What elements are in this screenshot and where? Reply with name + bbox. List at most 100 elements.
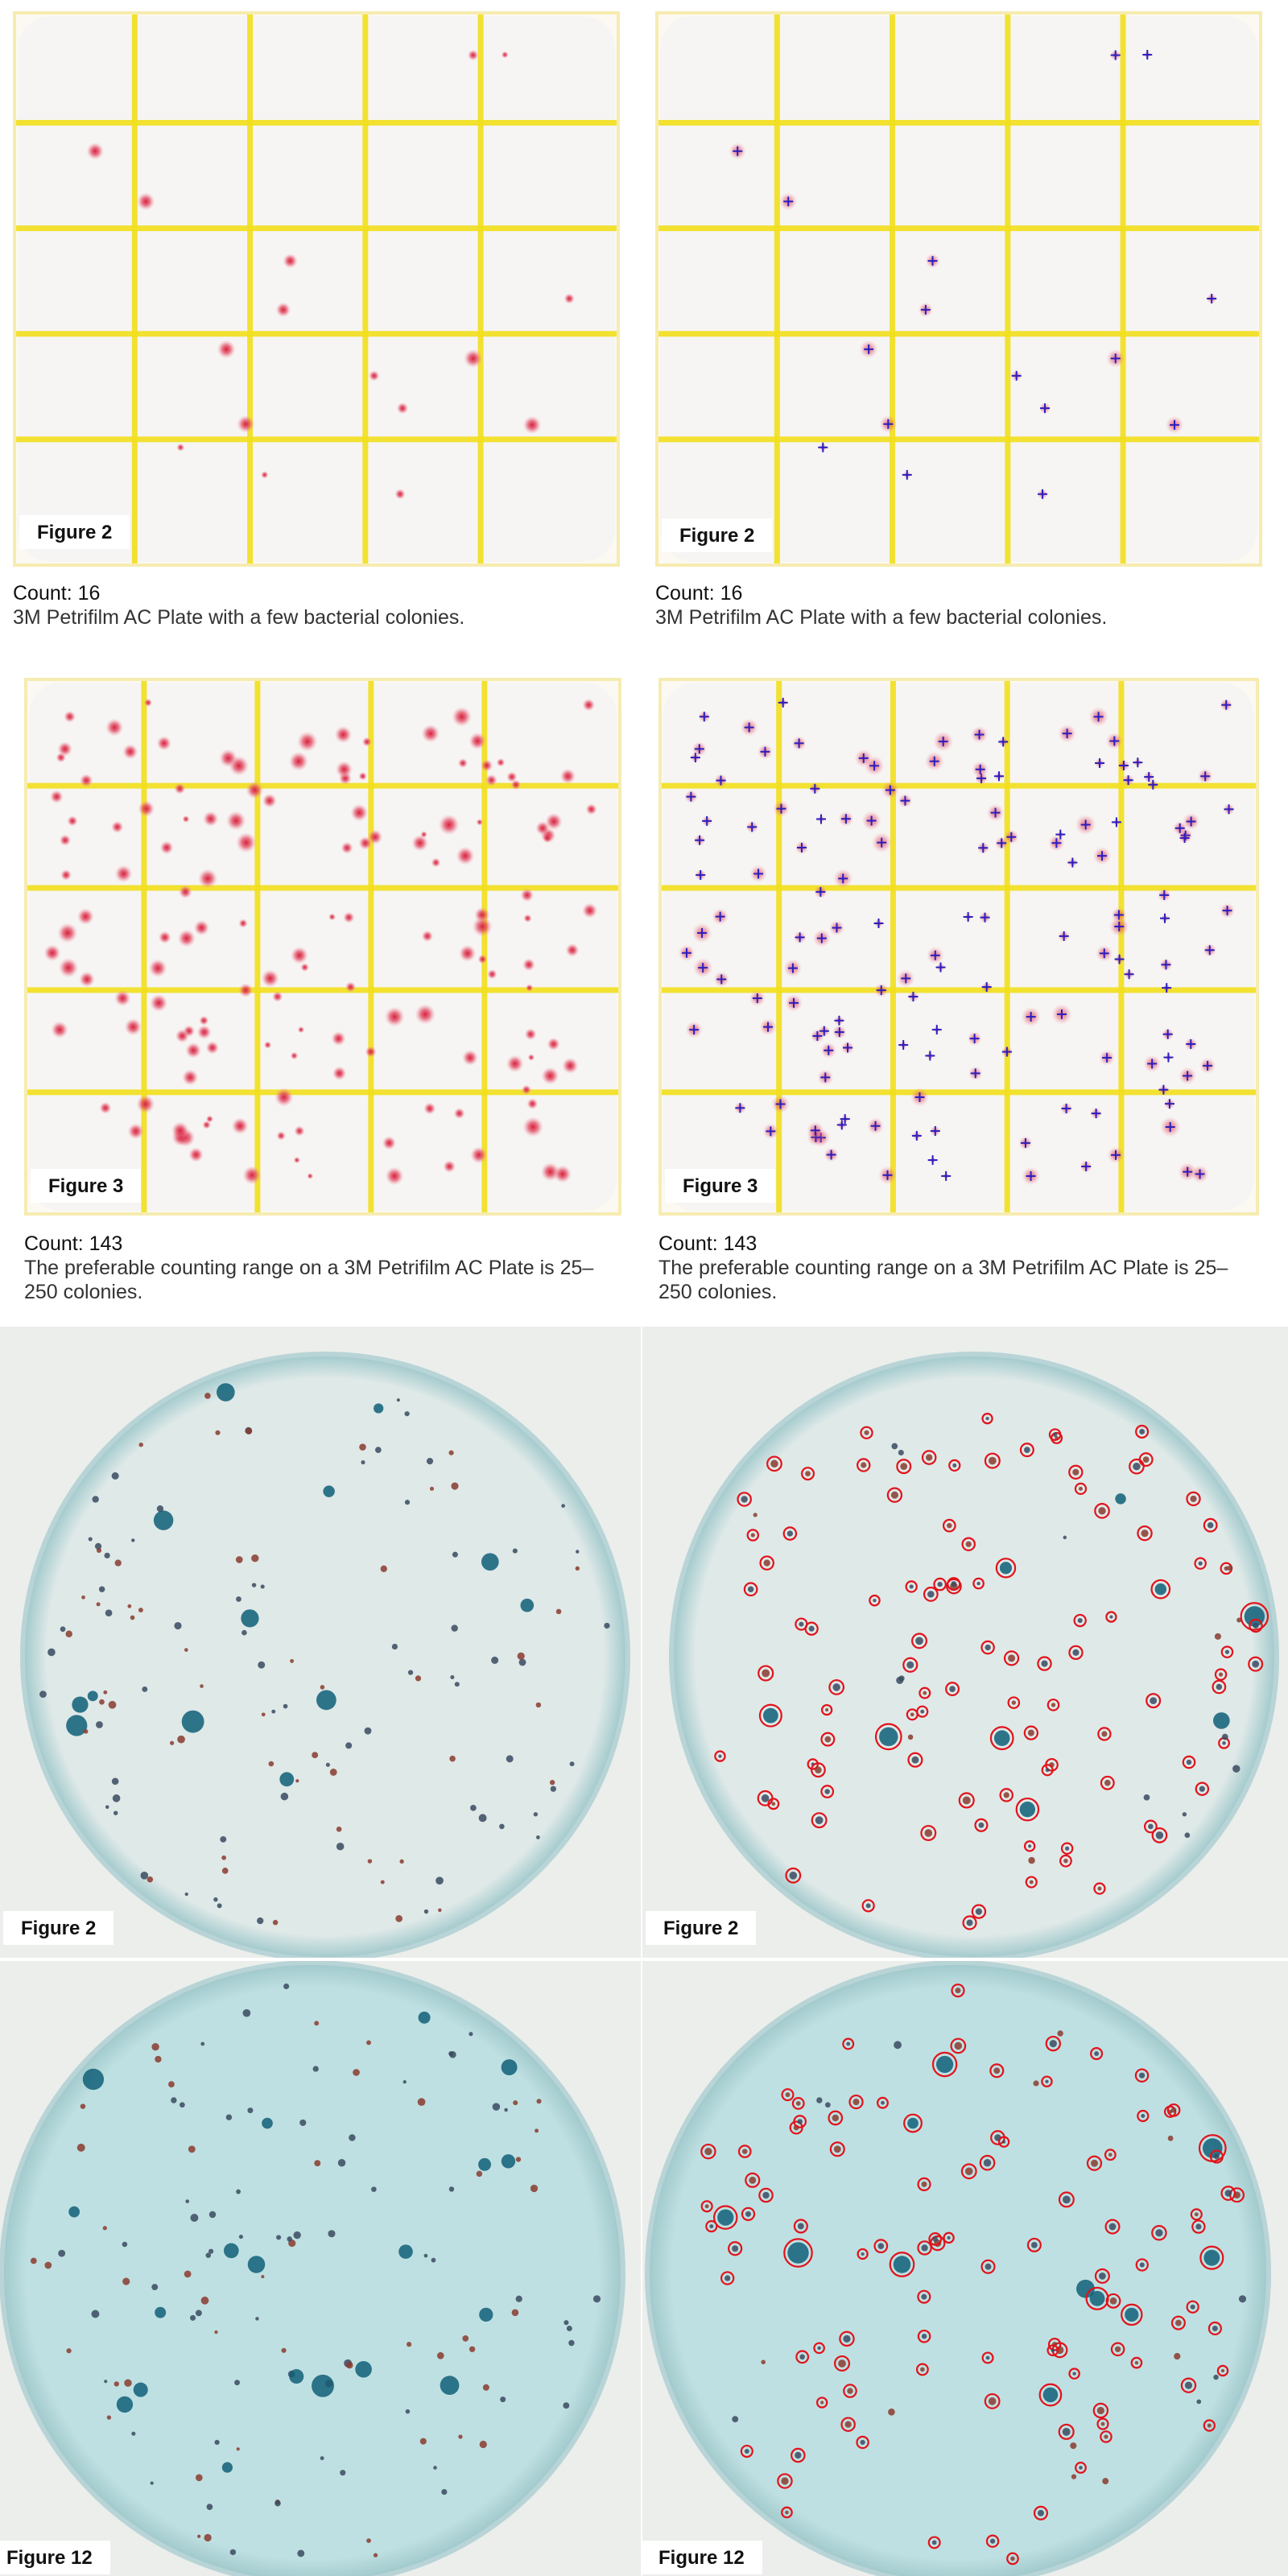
count-marker [1249,1618,1263,1633]
colony [334,725,353,744]
colony [345,1742,353,1749]
colony [51,1021,68,1038]
count-marker [984,1452,1001,1469]
colony [860,2439,865,2446]
colony [374,1403,384,1414]
colony [511,2309,519,2317]
colony [481,759,493,772]
count-marker [907,1752,923,1768]
count-marker [1143,1819,1158,1834]
count-marker [820,1785,835,1798]
count-marker [1191,2219,1206,2234]
grid-line [658,987,1259,993]
colony [1221,1733,1228,1740]
count-marker [1104,2149,1117,2161]
colony [169,1740,175,1745]
caption-figure3-right: Count: 143 The preferable counting range… [658,1232,1254,1304]
count-marker [1023,1840,1036,1852]
dish-plate-image [642,1327,1288,1958]
colony [921,2181,927,2187]
colony [202,1120,212,1129]
count-marker [917,2177,931,2191]
count-marker [1026,2237,1042,2252]
colony [935,2055,954,2074]
count-marker [700,2200,713,2213]
colony [1218,1672,1224,1677]
colony [1203,2249,1220,2266]
colony [762,2191,770,2199]
count-marker [860,1426,873,1439]
colony [1079,2466,1083,2470]
colony [504,2107,508,2112]
count-marker [1195,1781,1210,1796]
colony [275,302,291,318]
colony [520,888,535,902]
colony [520,1598,535,1612]
count-marker [1058,2423,1075,2440]
colony [275,2500,281,2507]
colony [550,1785,556,1792]
count-marker [873,2239,889,2254]
colony [251,1554,259,1563]
colony [797,2119,803,2124]
petrifilm-plate-figure2-original: Figure 2 [13,11,620,567]
colony [1238,2295,1247,2303]
colony [500,2396,506,2403]
colony [741,2149,748,2154]
colony [832,2114,840,2122]
colony [122,744,138,760]
colony [66,2348,72,2354]
colony [237,415,255,433]
colony [1207,2423,1212,2428]
colony [569,1761,575,1767]
count-marker [842,2037,855,2050]
colony [361,1459,365,1465]
count-marker [1058,2191,1075,2208]
count-marker [713,2205,738,2230]
count-marker [943,2231,955,2244]
colony [297,1026,305,1034]
colony [367,1859,373,1864]
dish-plate-figure12-original: Figure 12 [0,1961,641,2576]
count-marker [758,1703,782,1728]
colony [527,1054,535,1061]
count-marker [1074,1482,1088,1496]
colony [451,1482,459,1490]
colony [852,2099,860,2106]
colony [1011,1700,1017,1705]
colony [127,1123,144,1140]
colony [1139,1429,1146,1435]
count-marker [1208,2321,1222,2336]
count-marker [971,1904,987,1919]
colony [60,869,72,881]
count-marker [961,1537,976,1551]
colony [470,1805,477,1811]
colony [535,2128,539,2133]
colony [242,2008,251,2017]
colony [68,2206,80,2218]
colony [1220,2368,1225,2373]
grid-line [655,225,1262,232]
colony [151,2043,159,2051]
colony [891,1443,898,1450]
colony [366,2538,371,2544]
colony [102,2226,107,2231]
colony [1222,1741,1226,1745]
count-marker [911,1633,927,1649]
colony [747,1586,754,1593]
figure-label: Figure 2 [3,1911,114,1945]
count-marker [1214,1668,1228,1681]
colony [1190,1495,1197,1502]
colony [185,1042,202,1059]
colony [732,2416,739,2423]
count-marker [1059,1854,1072,1868]
colony [312,2066,319,2072]
count-marker [1220,2186,1236,2201]
colony [124,1018,142,1036]
colony [1155,1831,1164,1839]
colony [457,758,469,769]
colony [331,1031,346,1046]
colony [136,192,155,211]
figure-label: Figure 3 [665,1169,776,1203]
count-marker [737,1492,752,1507]
